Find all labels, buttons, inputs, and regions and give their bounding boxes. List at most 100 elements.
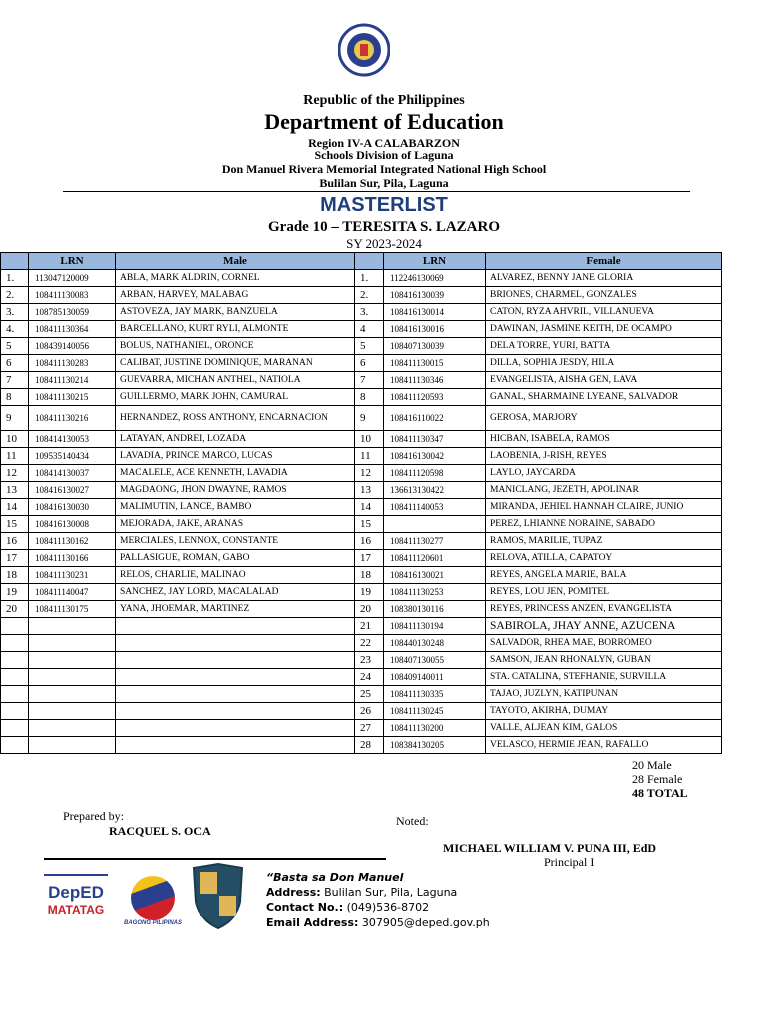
female-num-cell: 20 <box>354 600 384 618</box>
male-lrn-cell <box>28 702 116 720</box>
table-row: 7 108411130214 GUEVARRA, MICHAN ANTHEL, NA… <box>0 371 722 389</box>
prepared-by-name: RACQUEL S. OCA <box>109 824 211 838</box>
female-name-cell: STA. CATALINA, STEFHANIE, SURVILLA <box>485 668 722 686</box>
noted-by-name: MICHAEL WILLIAM V. PUNA III, EdD <box>443 841 657 855</box>
male-name-cell <box>115 617 355 635</box>
contact-value: (049)536-8702 <box>343 901 430 914</box>
female-num-cell: 5 <box>354 337 384 355</box>
female-name-cell: DAWINAN, JASMINE KEITH, DE OCAMPO <box>485 320 722 338</box>
male-num-cell <box>0 702 29 720</box>
male-name-cell: SANCHEZ, JAY LORD, MACALALAD <box>115 583 355 601</box>
male-num-cell: 4. <box>0 320 29 338</box>
male-num-cell: 5 <box>0 337 29 355</box>
female-name-cell: TAJAO, JUZLYN, KATIPUNAN <box>485 685 722 703</box>
female-num-cell: 25 <box>354 685 384 703</box>
male-name-cell: MAGDAONG, JHON DWAYNE, RAMOS <box>115 481 355 499</box>
male-lrn-cell: 113047120009 <box>28 269 116 287</box>
header-lrn-male: LRN <box>28 252 116 270</box>
male-lrn-cell <box>28 685 116 703</box>
male-name-cell: PALLASIGUE, ROMAN, GABO <box>115 549 355 567</box>
male-lrn-cell: 109535140434 <box>28 447 116 465</box>
table-row: 6 108411130283 CALIBAT, JUSTINE DOMINIQUE,… <box>0 354 722 372</box>
female-name-cell: VELASCO, HERMIE JEAN, RAFALLO <box>485 736 722 754</box>
female-count: 28 Female <box>632 772 683 786</box>
male-name-cell: CALIBAT, JUSTINE DOMINIQUE, MARANAN <box>115 354 355 372</box>
female-lrn-cell: 108416130014 <box>383 303 486 321</box>
male-name-cell: MEJORADA, JAKE, ARANAS <box>115 515 355 533</box>
table-header-row: LRN Male LRN Female <box>0 252 722 270</box>
female-lrn-cell: 108411130346 <box>383 371 486 389</box>
male-name-cell: ARBAN, HARVEY, MALABAG <box>115 286 355 304</box>
female-num-cell: 17 <box>354 549 384 567</box>
male-lrn-cell <box>28 617 116 635</box>
male-name-cell <box>115 668 355 686</box>
female-lrn-cell: 112246130069 <box>383 269 486 287</box>
female-num-cell: 10 <box>354 430 384 448</box>
female-num-cell: 8 <box>354 388 384 406</box>
region-line: Region IV-A CALABARZON <box>308 136 460 150</box>
female-lrn-cell: 108411130347 <box>383 430 486 448</box>
table-row: 19 108411140047 SANCHEZ, JAY LORD, MACALAL… <box>0 583 722 601</box>
header-female: Female <box>485 252 722 270</box>
female-name-cell: HICBAN, ISABELA, RAMOS <box>485 430 722 448</box>
female-num-cell: 14 <box>354 498 384 516</box>
male-name-cell: BOLUS, NATHANIEL, ORONCE <box>115 337 355 355</box>
male-num-cell: 16 <box>0 532 29 550</box>
female-lrn-cell: 108411120601 <box>383 549 486 567</box>
male-lrn-cell: 108411140047 <box>28 583 116 601</box>
male-lrn-cell: 108411130364 <box>28 320 116 338</box>
female-name-cell: LAOBENIA, J-RISH, REYES <box>485 447 722 465</box>
male-num-cell: 1. <box>0 269 29 287</box>
table-row: 14 108416130030 MALIMUTIN, LANCE, BAMBO 14 1… <box>0 498 722 516</box>
female-num-cell: 16 <box>354 532 384 550</box>
male-name-cell <box>115 685 355 703</box>
female-num-cell: 7 <box>354 371 384 389</box>
male-num-cell <box>0 617 29 635</box>
male-lrn-cell: 108411130175 <box>28 600 116 618</box>
male-num-cell: 17 <box>0 549 29 567</box>
school-shield-logo <box>192 862 244 930</box>
female-name-cell: LAYLO, JAYCARDA <box>485 464 722 482</box>
male-lrn-cell: 108785130059 <box>28 303 116 321</box>
male-name-cell: HERNANDEZ, ROSS ANTHONY, ENCARNACION <box>115 405 355 431</box>
female-lrn-cell: 108407130039 <box>383 337 486 355</box>
table-row: 28 108384130205 VELASCO, HERMIE JEAN, RAFA… <box>0 736 722 754</box>
female-lrn-cell: 108409140011 <box>383 668 486 686</box>
email-value: 307905@deped.gov.ph <box>358 916 490 929</box>
table-row: 11 109535140434 LAVADIA, PRINCE MARCO, LUC… <box>0 447 722 465</box>
male-lrn-cell: 108439140056 <box>28 337 116 355</box>
female-num-cell: 6 <box>354 354 384 372</box>
female-num-cell: 18 <box>354 566 384 584</box>
male-lrn-cell: 108416130030 <box>28 498 116 516</box>
male-name-cell: LAVADIA, PRINCE MARCO, LUCAS <box>115 447 355 465</box>
female-lrn-cell: 108411130335 <box>383 685 486 703</box>
male-num-cell: 7 <box>0 371 29 389</box>
school-motto: “Basta sa Don Manuel <box>266 871 404 884</box>
male-num-cell: 11 <box>0 447 29 465</box>
male-lrn-cell: 108411130083 <box>28 286 116 304</box>
male-name-cell: MERCIALES, LENNOX, CONSTANTE <box>115 532 355 550</box>
male-num-cell: 19 <box>0 583 29 601</box>
female-name-cell: REYES, ANGELA MARIE, BALA <box>485 566 722 584</box>
male-num-cell: 3. <box>0 303 29 321</box>
female-lrn-cell: 108416130016 <box>383 320 486 338</box>
male-lrn-cell <box>28 736 116 754</box>
female-lrn-cell: 108440130248 <box>383 634 486 652</box>
contact-line: Contact No.: (049)536-8702 <box>266 901 429 914</box>
female-num-cell: 22 <box>354 634 384 652</box>
female-name-cell: CATON, RYZA AHVRIL, VILLANUEVA <box>485 303 722 321</box>
female-name-cell: ALVAREZ, BENNY JANE GLORIA <box>485 269 722 287</box>
female-lrn-cell: 108411130200 <box>383 719 486 737</box>
table-row: 20 108411130175 YANA, JHOEMAR, MARTINEZ 20 1… <box>0 600 722 618</box>
male-lrn-cell <box>28 651 116 669</box>
male-name-cell: GUEVARRA, MICHAN ANTHEL, NATIOLA <box>115 371 355 389</box>
deped-matatag-logo: DepED MATATAG <box>44 874 108 930</box>
male-lrn-cell: 108414130037 <box>28 464 116 482</box>
female-num-cell: 9 <box>354 405 384 431</box>
table-row: 23 108407130055 SAMSON, JEAN RHONALYN, GUB… <box>0 651 722 669</box>
prepared-by-label: Prepared by: <box>63 809 124 823</box>
male-lrn-cell: 108416130027 <box>28 481 116 499</box>
male-lrn-cell: 108416130008 <box>28 515 116 533</box>
female-name-cell: RELOVA, ATILLA, CAPATOY <box>485 549 722 567</box>
